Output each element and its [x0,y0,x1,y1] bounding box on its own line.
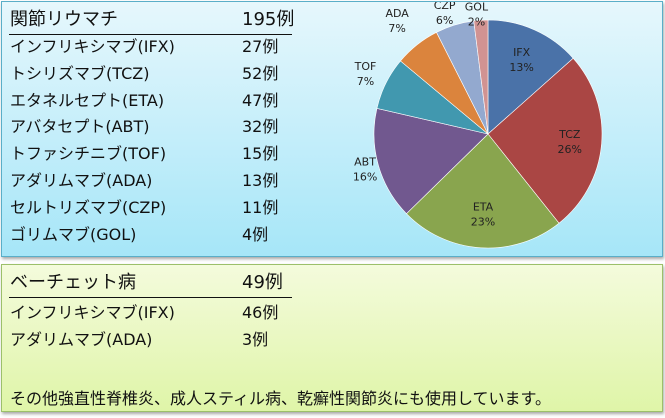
case-count: 11例 [242,197,279,217]
slice-percent: 6% [436,14,453,27]
slice-name: CZP [434,2,456,12]
other-uses-note: その他強直性脊椎炎、成人スティル病、乾癬性関節炎にも使用しています。 [10,389,551,408]
slice-label-tof: TOF 7% [354,60,377,88]
case-count: 3例 [242,329,269,349]
slice-label-ifx: IFX 13% [509,46,533,74]
case-count: 32例 [242,117,279,137]
slice-label-ada: ADA 7% [385,7,409,35]
slice-percent: 7% [388,22,405,35]
pie-slice-abt [373,108,489,215]
behcet-header: ベーチェット病 49例 [10,272,283,293]
drug-name: トファシチニブ(TOF) [10,144,167,164]
slice-name: GOL [465,2,489,13]
slice-percent: 7% [357,75,374,88]
drug-name: インフリキシマブ(IFX) [10,303,175,322]
drug-name: アダリムマブ(ADA) [10,171,153,190]
drug-name: アダリムマブ(ADA) [10,329,153,349]
slice-name: ETA [473,201,494,214]
drug-row: アダリムマブ(ADA) 3例 [10,329,268,350]
slice-name: ABT [354,155,376,168]
case-count: 52例 [242,63,279,83]
behcet-total: 49例 [242,272,283,293]
drug-name: セルトリズマブ(CZP) [10,197,167,217]
pie-slice-ifx [487,19,574,135]
drug-row: トシリズマブ(TCZ) 52例 [10,63,278,84]
ra-title: 関節リウマチ [10,9,118,30]
behcet-title: ベーチェット病 [10,272,136,293]
slice-label-czp: CZP 6% [434,2,456,27]
slice-percent: 2% [468,15,485,28]
slice-label-abt: ABT 16% [353,155,377,183]
drug-row: エタネルセプト(ETA) 47例 [10,90,278,111]
drug-row: ゴリムマブ(GOL) 4例 [10,224,268,245]
case-count: 46例 [242,303,279,322]
slice-name: ADA [385,7,409,20]
slice-label-tcz: TCZ 26% [558,128,582,156]
drug-name: エタネルセプト(ETA) [10,90,165,110]
behcet-panel: ベーチェット病 49例 インフリキシマブ(IFX) 46例アダリムマブ(ADA) 3… [1,264,663,412]
drug-row: セルトリズマブ(CZP) 11例 [10,197,278,218]
ra-header: 関節リウマチ 195例 [10,9,294,30]
slice-name: TCZ [558,128,581,141]
slice-percent: 23% [471,216,495,229]
pie-slice-eta [406,133,560,249]
case-count: 15例 [242,144,279,164]
slice-percent: 13% [509,61,533,74]
slice-label-eta: ETA 23% [471,201,495,229]
case-count: 4例 [242,224,269,244]
drug-row: アバタセプト(ABT) 32例 [10,117,278,137]
drug-row: アダリムマブ(ADA) 13例 [10,171,278,191]
slice-name: IFX [513,46,531,59]
behcet-underline [9,297,292,298]
case-count: 13例 [242,171,279,190]
pie-chart: IFX 13% TCZ 26% ETA 23% ABT 16% TOF 7% ADA 7% CZP 6% G… [353,2,603,249]
rheumatoid-arthritis-panel: 関節リウマチ 195例 インフリキシマブ(IFX) 27例トシリズマブ(TCZ) 5… [1,1,663,257]
pie-slice-tcz [487,57,603,224]
case-count: 47例 [242,90,279,110]
slice-percent: 26% [558,143,582,156]
case-count: 27例 [242,37,279,56]
drug-name: トシリズマブ(TCZ) [10,63,150,83]
drug-name: アバタセプト(ABT) [10,117,150,137]
pie-slice-gol [473,19,489,135]
drug-name: ゴリムマブ(GOL) [10,224,137,244]
drug-row: トファシチニブ(TOF) 15例 [10,144,278,164]
slice-name: TOF [354,60,377,73]
drug-name: インフリキシマブ(IFX) [10,37,175,56]
drug-row: インフリキシマブ(IFX) 27例 [10,37,278,57]
slice-percent: 16% [353,170,377,183]
drug-row: インフリキシマブ(IFX) 46例 [10,303,278,323]
ra-total: 195例 [242,9,295,30]
ra-underline [9,34,292,35]
slice-label-gol: GOL 2% [465,2,489,28]
